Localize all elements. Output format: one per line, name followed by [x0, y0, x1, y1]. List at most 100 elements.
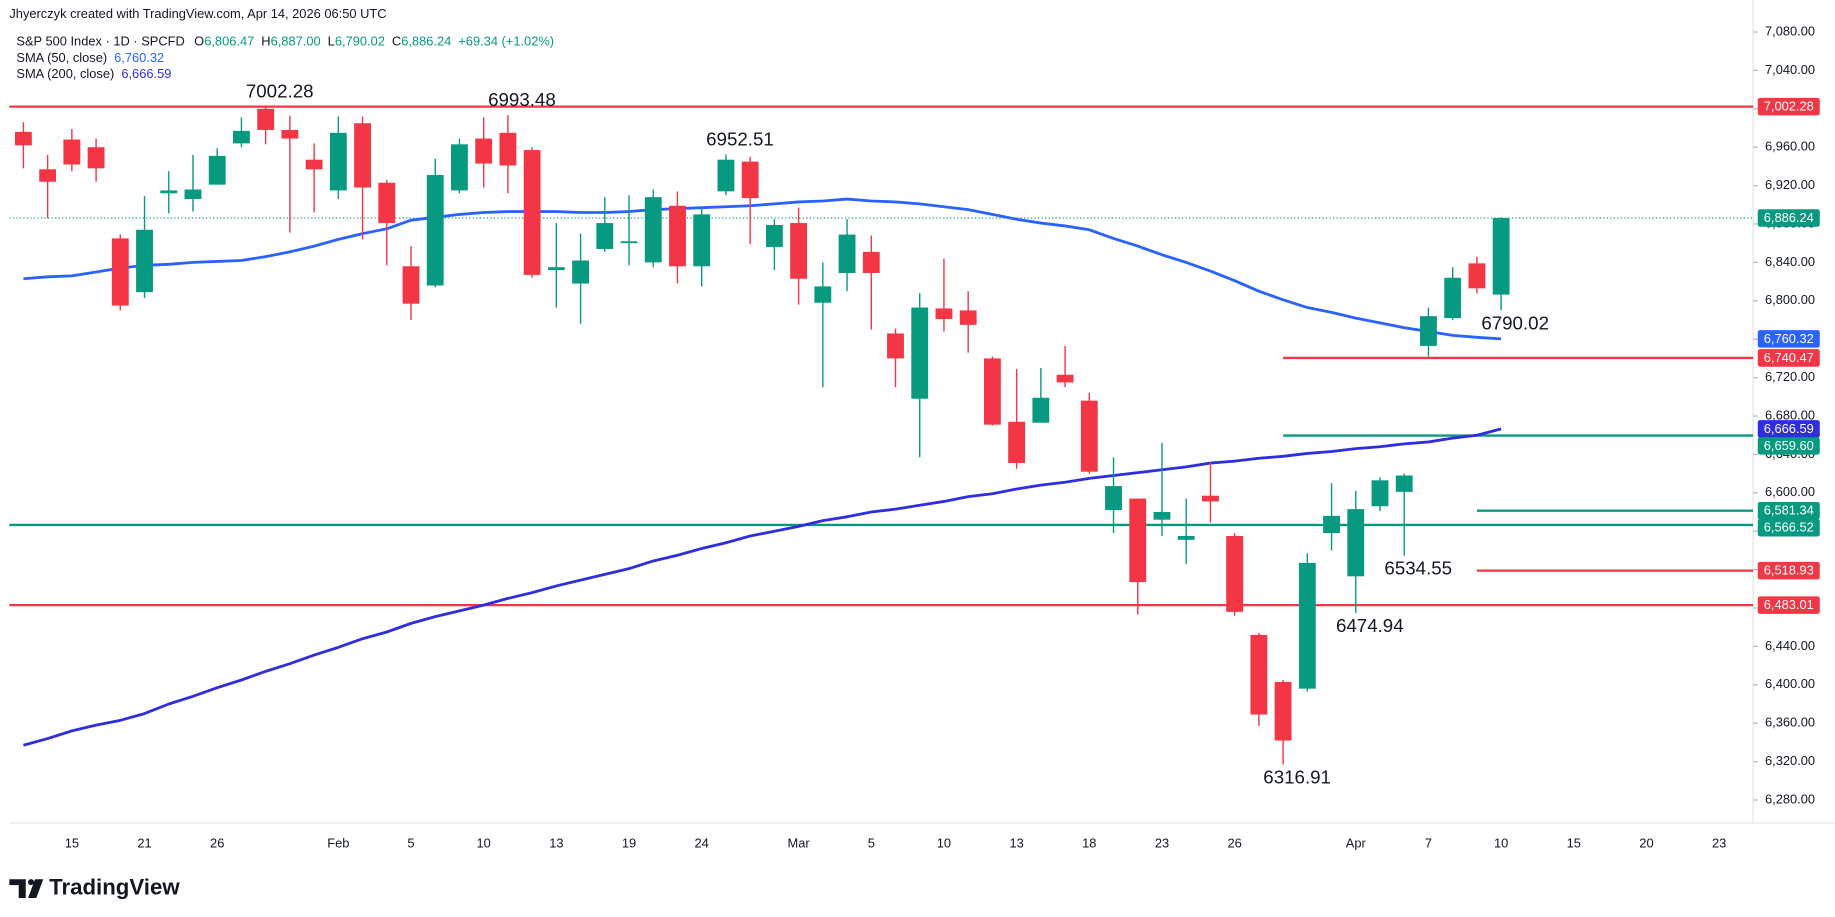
candle-body — [1298, 562, 1316, 689]
x-tick-label: 20 — [1639, 836, 1653, 851]
candle-body — [1444, 277, 1462, 319]
candle-body — [1395, 475, 1413, 492]
price-tag-label: 6,886.24 — [1764, 210, 1814, 225]
candle-body — [1008, 421, 1026, 464]
candle-body — [523, 150, 541, 275]
x-tick-label: 10 — [1494, 836, 1508, 851]
candle-body — [87, 147, 105, 169]
overlay: Jhyerczyk created with TradingView.com, … — [9, 6, 1820, 899]
price-tag — [1757, 518, 1820, 537]
candle-body — [305, 159, 323, 170]
candle-body — [620, 241, 638, 244]
candle-body — [281, 129, 299, 139]
quote-value: 6,887.00 — [271, 34, 321, 49]
candle-body — [1371, 480, 1389, 507]
candle-body — [1129, 498, 1147, 583]
price-tag — [1757, 596, 1820, 614]
price-tag-label: 6,659.60 — [1764, 438, 1814, 453]
x-tick-label: Apr — [1346, 836, 1367, 851]
candle-body — [426, 175, 444, 286]
symbol-quote: S&P 500 Index · 1D · SPCFD O6,806.47 H6,88… — [16, 34, 554, 49]
x-tick-label: Feb — [327, 836, 349, 851]
candle-body — [887, 333, 904, 359]
price-tag — [1757, 349, 1820, 367]
legend-name: SMA (200, close) — [16, 67, 114, 82]
candle-body — [1420, 316, 1437, 346]
candle-body — [1032, 397, 1050, 423]
candle-body — [499, 132, 517, 166]
candle-body — [911, 307, 929, 399]
price-tag-label: 6,518.93 — [1764, 563, 1814, 578]
price-tag-label: 6,760.32 — [1764, 331, 1814, 346]
candle-body — [451, 144, 468, 191]
candle-body — [14, 131, 32, 146]
candle-body — [790, 223, 808, 279]
candle-body — [1226, 536, 1244, 612]
price-tag — [1757, 561, 1820, 580]
x-tick-label: 13 — [1009, 836, 1023, 851]
y-tick-label: 6,840.00 — [1765, 254, 1815, 269]
price-tag-label: 6,483.01 — [1764, 597, 1814, 612]
candle-body — [1105, 486, 1122, 511]
annotation: 6534.55 — [1384, 558, 1452, 579]
price-tag — [1757, 420, 1820, 438]
candle-body — [959, 310, 977, 325]
legend-entry: SMA (200, close) 6,666.59 — [16, 67, 171, 82]
x-tick-label: 19 — [622, 836, 636, 851]
y-tick-label: 6,400.00 — [1765, 676, 1815, 691]
candle-body — [233, 130, 250, 144]
quote-value: +69.34 (+1.02%) — [458, 34, 554, 49]
x-tick-label: 13 — [549, 836, 563, 851]
candle-body — [983, 358, 1001, 425]
price-tag — [1757, 437, 1820, 455]
quote-value: 6,806.47 — [204, 34, 254, 49]
quote-key: L — [328, 34, 335, 49]
candle-body — [378, 182, 396, 224]
candle-body — [1468, 263, 1486, 289]
annotation: 6474.94 — [1336, 615, 1404, 636]
y-tick-label: 6,920.00 — [1765, 177, 1815, 192]
candle-body — [693, 214, 711, 267]
candle-body — [136, 229, 153, 293]
candle-body — [111, 238, 129, 306]
candle-body — [354, 123, 371, 188]
annotation: 6316.91 — [1263, 767, 1331, 788]
legend-name: SMA (50, close) — [16, 50, 107, 65]
y-tick-label: 6,280.00 — [1765, 791, 1815, 806]
quote-key: O — [194, 34, 204, 49]
y-tick-label: 6,360.00 — [1765, 715, 1815, 730]
candle-body — [39, 169, 57, 182]
legend-value: 6,760.32 — [114, 50, 164, 65]
candle-body — [1323, 515, 1340, 534]
x-tick-label: 26 — [210, 836, 224, 851]
y-tick-label: 6,960.00 — [1765, 139, 1815, 154]
candle-body — [669, 205, 686, 267]
price-tag-label: 6,666.59 — [1764, 421, 1814, 436]
x-tick-label: 7 — [1425, 836, 1432, 851]
candle-body — [717, 159, 735, 192]
annotation: 6952.51 — [706, 128, 774, 149]
price-tag-label: 6,566.52 — [1764, 520, 1814, 535]
candle-body — [402, 266, 420, 304]
y-tick-label: 6,440.00 — [1765, 638, 1815, 653]
quote-value: 6,886.24 — [401, 34, 451, 49]
candle-body — [572, 260, 590, 284]
x-tick-label: 5 — [868, 836, 875, 851]
price-tag — [1757, 97, 1820, 116]
x-tick-label: 24 — [695, 836, 709, 851]
logo-icon — [27, 879, 35, 886]
candle-body — [1056, 374, 1074, 383]
candle-body — [838, 234, 856, 273]
candle-body — [208, 155, 226, 185]
annotation: 6790.02 — [1481, 312, 1549, 333]
x-tick-label: 23 — [1155, 836, 1169, 851]
x-tick-label: Mar — [788, 836, 811, 851]
sma-line — [23, 197, 1502, 341]
annotation: 6993.48 — [488, 89, 556, 110]
logo-text: TradingView — [49, 874, 180, 899]
quote-value: 6,790.02 — [335, 34, 385, 49]
quote-key: C — [392, 34, 401, 49]
y-tick-label: 6,320.00 — [1765, 753, 1815, 768]
